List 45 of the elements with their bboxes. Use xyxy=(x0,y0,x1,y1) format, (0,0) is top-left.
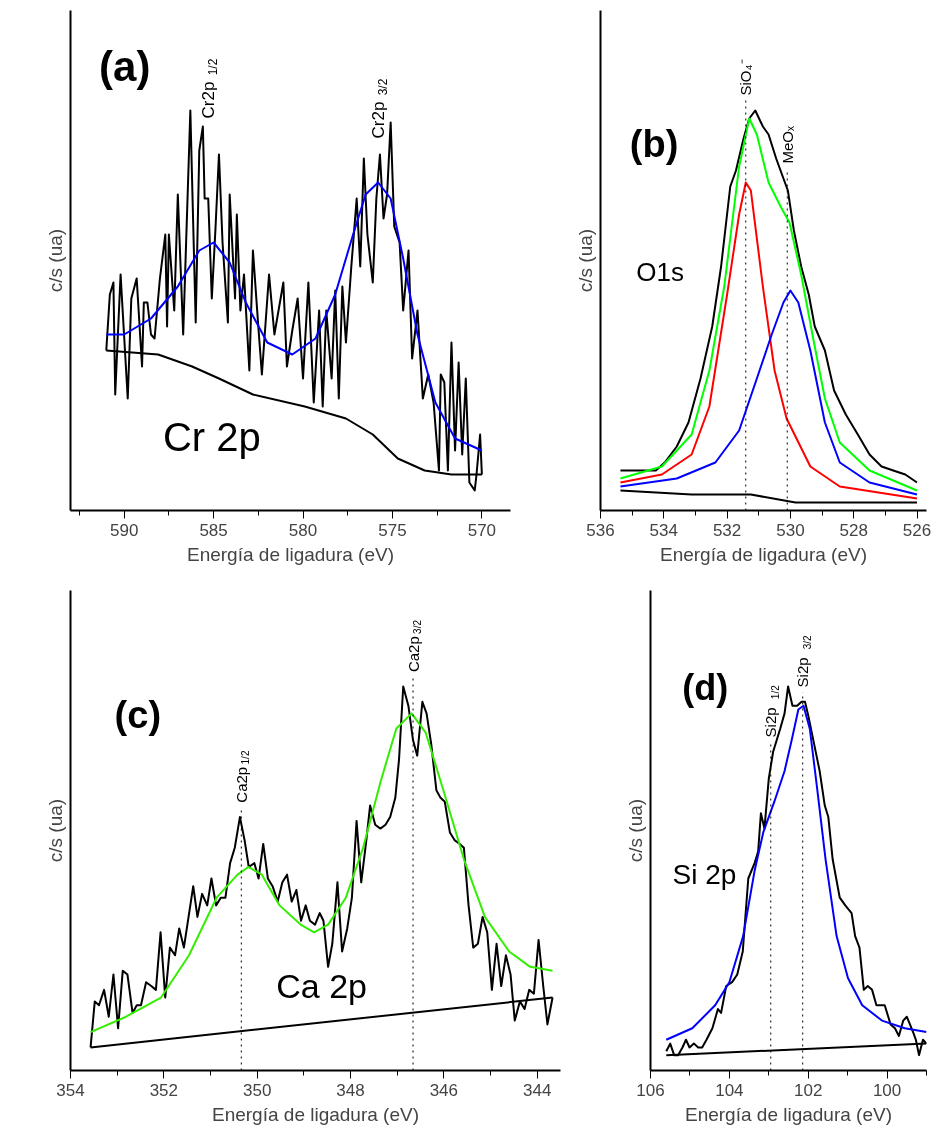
annotation: Cr 2p xyxy=(162,414,261,459)
x-tick-label: 580 xyxy=(288,520,318,540)
y-axis-title: c/s (ua) xyxy=(44,228,66,293)
x-tick-label: 585 xyxy=(199,520,228,540)
x-axis-title: Energía de ligadura (eV) xyxy=(684,1103,893,1125)
annotation: Ca 2p xyxy=(276,967,368,1006)
ref-line-label: Ca2p1/2 xyxy=(232,750,252,803)
x-tick-label: 530 xyxy=(776,520,805,540)
annotation: (c) xyxy=(114,694,162,737)
text: (a) xyxy=(99,42,151,90)
ref-line-label: SiO₄⁻ xyxy=(737,59,755,96)
ref-line-label: MeOₓ xyxy=(778,126,796,164)
y-axis-title: c/s (ua) xyxy=(44,798,66,863)
x-tick-label: 575 xyxy=(378,520,407,540)
x-tick-label: 346 xyxy=(429,1080,459,1100)
x-tick-label: 570 xyxy=(467,520,497,540)
ref-line-label: Si2p1/2 xyxy=(762,684,781,738)
x-tick-label: 104 xyxy=(715,1080,744,1100)
x-tick-label: 344 xyxy=(522,1080,552,1100)
annotation: Si 2p xyxy=(672,859,737,891)
x-tick-label: 532 xyxy=(712,520,742,540)
x-tick-label: 100 xyxy=(872,1080,902,1100)
ref-line-label: Si2p3/2 xyxy=(794,634,813,688)
annotation: Cr2p3/2 xyxy=(368,78,391,139)
annotation: Cr2p1/2 xyxy=(198,58,221,119)
ref-line-label: Ca2p3/2 xyxy=(404,619,424,673)
y-axis-title: c/s (ua) xyxy=(624,798,646,863)
x-tick-label: 102 xyxy=(794,1080,823,1100)
annotation: O1s xyxy=(636,256,685,287)
annotation: (d) xyxy=(682,667,729,709)
x-axis-title: Energía de ligadura (eV) xyxy=(211,1103,420,1125)
x-tick-label: 350 xyxy=(242,1080,272,1100)
x-axis-title: Energía de ligadura (eV) xyxy=(186,543,395,565)
annotation: (b) xyxy=(629,122,679,165)
x-axis-title: Energía de ligadura (eV) xyxy=(659,543,868,565)
x-tick-label: 348 xyxy=(336,1080,365,1100)
x-tick-label: 590 xyxy=(109,520,139,540)
x-tick-label: 526 xyxy=(902,520,932,540)
x-tick-label: 534 xyxy=(649,520,678,540)
x-tick-label: 528 xyxy=(839,520,868,540)
x-tick-label: 536 xyxy=(586,520,615,540)
y-axis-title: c/s (ua) xyxy=(574,228,596,293)
x-tick-label: 352 xyxy=(149,1080,179,1100)
x-tick-label: 354 xyxy=(56,1080,85,1100)
x-tick-label: 106 xyxy=(636,1080,665,1100)
